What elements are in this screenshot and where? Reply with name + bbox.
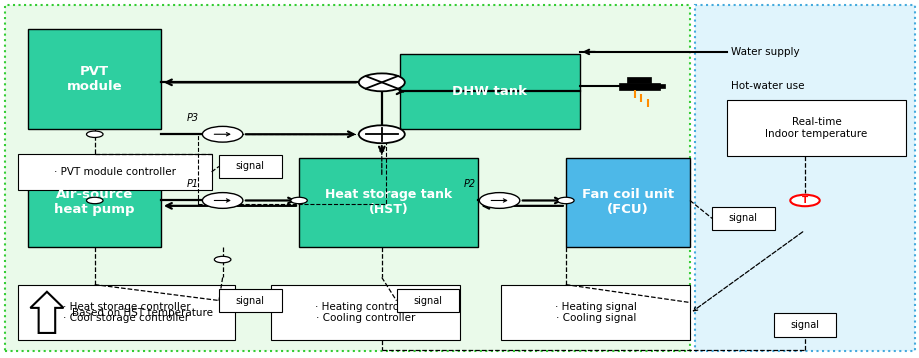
FancyBboxPatch shape xyxy=(400,54,579,129)
Text: Air-source
heat pump: Air-source heat pump xyxy=(54,188,134,216)
Text: signal: signal xyxy=(728,213,757,223)
Text: PVT
module: PVT module xyxy=(66,65,122,93)
Circle shape xyxy=(214,256,231,263)
Text: DHW tank: DHW tank xyxy=(452,85,527,98)
FancyBboxPatch shape xyxy=(627,77,651,83)
Text: P1: P1 xyxy=(187,179,199,189)
FancyBboxPatch shape xyxy=(565,158,689,247)
Polygon shape xyxy=(30,292,63,333)
Circle shape xyxy=(557,197,573,204)
Circle shape xyxy=(789,195,819,206)
FancyBboxPatch shape xyxy=(28,158,161,247)
FancyBboxPatch shape xyxy=(396,289,459,312)
Text: Real-time
Indoor temperature: Real-time Indoor temperature xyxy=(765,117,867,139)
Text: · Heat storage controller
· Cool storage controller: · Heat storage controller · Cool storage… xyxy=(62,301,190,323)
FancyBboxPatch shape xyxy=(773,314,835,337)
FancyBboxPatch shape xyxy=(653,84,664,88)
Text: · Heating signal
· Cooling signal: · Heating signal · Cooling signal xyxy=(554,301,636,323)
Text: Heat storage tank
(HST): Heat storage tank (HST) xyxy=(324,188,452,216)
FancyBboxPatch shape xyxy=(299,158,478,247)
FancyBboxPatch shape xyxy=(5,5,689,351)
Text: signal: signal xyxy=(235,296,265,306)
Text: Hot-water use: Hot-water use xyxy=(731,81,804,91)
FancyBboxPatch shape xyxy=(219,289,281,312)
FancyBboxPatch shape xyxy=(18,285,234,340)
Circle shape xyxy=(479,193,519,208)
Text: Water supply: Water supply xyxy=(731,47,800,57)
Text: signal: signal xyxy=(789,320,819,330)
FancyBboxPatch shape xyxy=(28,29,161,129)
Text: Based on HST temperature: Based on HST temperature xyxy=(72,308,212,318)
Text: Fan coil unit
(FCU): Fan coil unit (FCU) xyxy=(581,188,674,216)
Circle shape xyxy=(358,125,404,143)
FancyBboxPatch shape xyxy=(618,83,659,90)
FancyBboxPatch shape xyxy=(271,285,460,340)
FancyBboxPatch shape xyxy=(694,5,914,351)
Circle shape xyxy=(202,193,243,208)
Text: T: T xyxy=(801,196,807,205)
Circle shape xyxy=(86,131,103,137)
Text: signal: signal xyxy=(413,296,442,306)
FancyBboxPatch shape xyxy=(711,207,774,230)
Circle shape xyxy=(86,197,103,204)
FancyBboxPatch shape xyxy=(18,154,211,190)
FancyBboxPatch shape xyxy=(501,285,689,340)
Text: · Heating controller
· Cooling controller: · Heating controller · Cooling controlle… xyxy=(315,301,415,323)
Circle shape xyxy=(358,73,404,91)
Circle shape xyxy=(290,197,307,204)
Text: P3: P3 xyxy=(187,113,199,123)
Text: · PVT module controller: · PVT module controller xyxy=(54,167,176,177)
Circle shape xyxy=(202,126,243,142)
FancyBboxPatch shape xyxy=(726,100,905,156)
FancyBboxPatch shape xyxy=(219,155,281,178)
Text: P2: P2 xyxy=(463,179,476,189)
Text: signal: signal xyxy=(235,161,265,171)
